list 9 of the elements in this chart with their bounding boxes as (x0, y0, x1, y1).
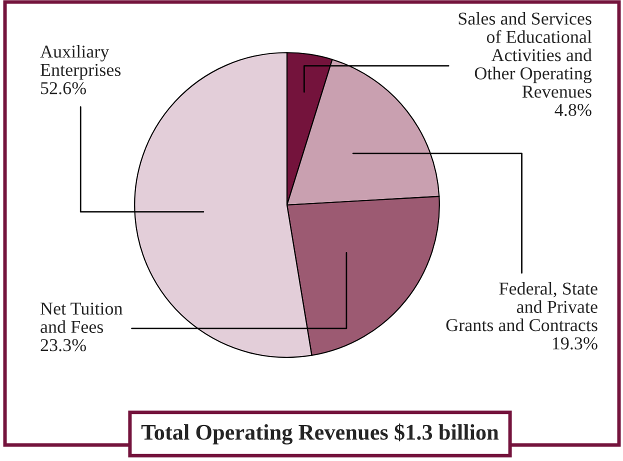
slice-label: Sales and Services of Educational Activities and Other Operating Revenues (458, 12, 592, 98)
slice-label: Auxiliary Enterprises (40, 45, 121, 80)
slice-label: Federal, State and Private Grants and Contracts (446, 282, 598, 332)
data-label: 23.3% (40, 339, 86, 352)
data-label: 52.6% (41, 82, 86, 94)
data-label: 4.8% (554, 104, 592, 116)
slice-label: Net Tuition and Fees (40, 302, 123, 333)
data-label: 19.3% (552, 337, 598, 350)
text: Total Operating Revenues $1.3 billion (141, 424, 499, 444)
